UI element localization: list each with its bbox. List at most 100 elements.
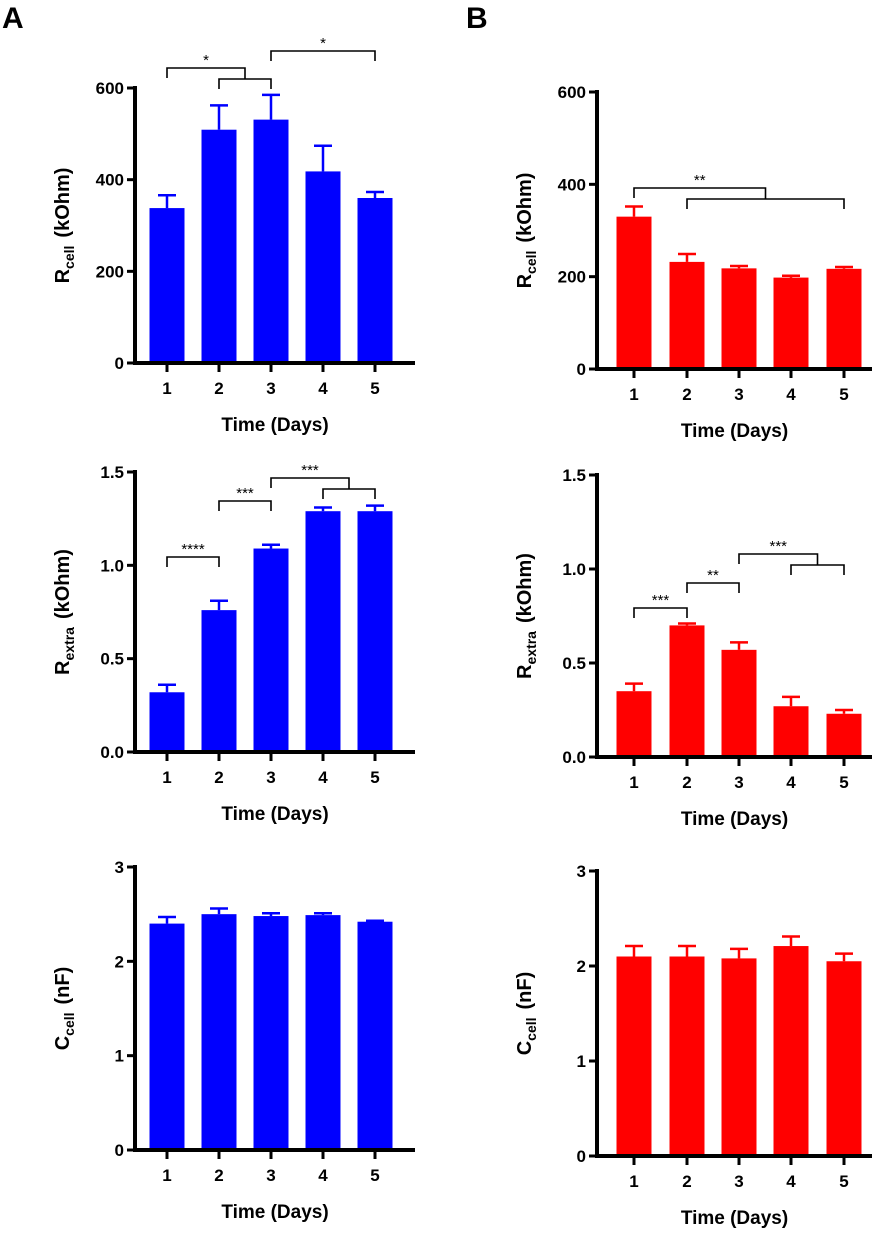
bar [616, 216, 652, 369]
bar [669, 625, 705, 757]
x-tick-label: 3 [734, 385, 743, 404]
x-tick-label: 1 [162, 768, 171, 787]
y-axis-title-subscript: cell [523, 251, 539, 274]
y-tick-label: 1.5 [100, 463, 124, 482]
y-tick-label: 0.5 [100, 650, 124, 669]
y-axis-title-unit: (kOhm) [52, 549, 74, 619]
y-tick-label: 600 [96, 79, 124, 98]
bar [357, 921, 393, 1150]
significance-label: * [203, 52, 209, 69]
bracket-line [270, 50, 376, 61]
x-axis-title: Time (Days) [221, 1202, 328, 1223]
bar [721, 958, 757, 1156]
significance-label: *** [652, 592, 670, 609]
y-tick-label: 1 [577, 1052, 586, 1071]
significance-bracket: ** [633, 172, 845, 209]
bracket-line [633, 187, 767, 199]
chart-1: 0 200 400 600 1 2 3 4 5 Time (Days) Rcell (kOhm) * * [52, 35, 415, 436]
significance-label: *** [769, 538, 787, 555]
significance-bracket: * [166, 52, 272, 89]
bar [721, 649, 757, 757]
y-axis-title: Ccell (nF) [514, 972, 539, 1056]
bracket-line [218, 500, 272, 511]
x-tick-label: 3 [266, 768, 275, 787]
x-tick-label: 1 [629, 385, 638, 404]
bar [773, 706, 809, 757]
y-axis-title: Rcell (kOhm) [514, 173, 539, 289]
bar [669, 261, 705, 369]
bar [616, 691, 652, 757]
bar [669, 956, 705, 1156]
x-tick-label: 5 [839, 1172, 848, 1191]
significance-label: **** [181, 541, 205, 558]
x-tick-label: 5 [370, 1166, 379, 1185]
y-tick-label: 2 [115, 952, 124, 971]
y-axis-title: Rcell (kOhm) [52, 168, 77, 284]
y-tick-label: 1.0 [100, 556, 124, 575]
bar [149, 208, 185, 363]
y-tick-label: 200 [558, 268, 586, 287]
bar [253, 916, 289, 1150]
y-tick-label: 600 [558, 83, 586, 102]
x-tick-label: 4 [318, 768, 328, 787]
chart-5: 0.0 0.5 1.0 1.5 1 2 3 4 5 Time (Days) Rextra (kOhm)… [514, 466, 872, 830]
x-tick-label: 2 [682, 773, 691, 792]
bar [149, 923, 185, 1150]
bar [773, 946, 809, 1156]
y-tick-label: 3 [115, 858, 124, 877]
x-tick-label: 5 [370, 768, 379, 787]
y-tick-label: 0.0 [562, 748, 586, 767]
bar [253, 548, 289, 752]
bracket-line [633, 607, 688, 618]
x-tick-label: 5 [839, 773, 848, 792]
significance-label: *** [301, 462, 319, 479]
bracket-line [270, 477, 350, 489]
bar [357, 198, 393, 363]
y-axis-title: Rextra (kOhm) [514, 553, 539, 679]
panel-label-b: B [466, 2, 488, 35]
bar [721, 268, 757, 369]
x-axis-title: Time (Days) [221, 415, 328, 436]
x-tick-label: 2 [682, 1172, 691, 1191]
y-tick-label: 0 [577, 1147, 586, 1166]
y-axis-title-subscript: cell [61, 246, 77, 269]
y-axis-title-subscript: extra [61, 627, 77, 661]
x-axis-title: Time (Days) [681, 809, 788, 830]
y-tick-label: 400 [558, 175, 586, 194]
y-tick-label: 400 [96, 171, 124, 190]
x-tick-label: 4 [786, 385, 796, 404]
y-tick-label: 0 [115, 354, 124, 373]
x-axis-title: Time (Days) [681, 1208, 788, 1229]
bar [149, 692, 185, 752]
bracket-line [738, 553, 819, 565]
significance-bracket: * [270, 35, 376, 61]
significance-bracket: ** [686, 567, 740, 593]
x-tick-label: 2 [214, 768, 223, 787]
y-axis-title: Ccell (nF) [52, 967, 77, 1051]
y-tick-label: 0.0 [100, 743, 124, 762]
y-tick-label: 1.0 [562, 560, 586, 579]
bar [201, 129, 237, 363]
y-axis-title-main: R [514, 664, 536, 679]
chart-2: 0.0 0.5 1.0 1.5 1 2 3 4 5 Time (Days) Rextra (kOhm)… [52, 462, 415, 825]
y-tick-label: 2 [577, 957, 586, 976]
x-tick-label: 4 [786, 1172, 796, 1191]
significance-bracket: **** [166, 541, 220, 567]
significance-label: *** [236, 485, 254, 502]
y-axis-title: Rextra (kOhm) [52, 549, 77, 675]
x-tick-label: 1 [162, 379, 171, 398]
bar [826, 961, 862, 1156]
x-axis-title: Time (Days) [221, 804, 328, 825]
y-tick-label: 0 [115, 1141, 124, 1160]
y-axis-title-main: R [52, 660, 74, 675]
x-tick-label: 1 [162, 1166, 171, 1185]
y-axis-title-unit: (kOhm) [514, 173, 536, 243]
bracket-line [686, 582, 740, 593]
y-axis-title-unit: (nF) [52, 967, 74, 1005]
bar [826, 268, 862, 369]
chart-6: 0 1 2 3 1 2 3 4 5 Time (Days) Ccell (nF) [514, 862, 872, 1229]
chart-3: 0 1 2 3 1 2 3 4 5 Time (Days) Ccell (nF) [52, 858, 415, 1223]
x-tick-label: 5 [370, 379, 379, 398]
bar [201, 610, 237, 752]
